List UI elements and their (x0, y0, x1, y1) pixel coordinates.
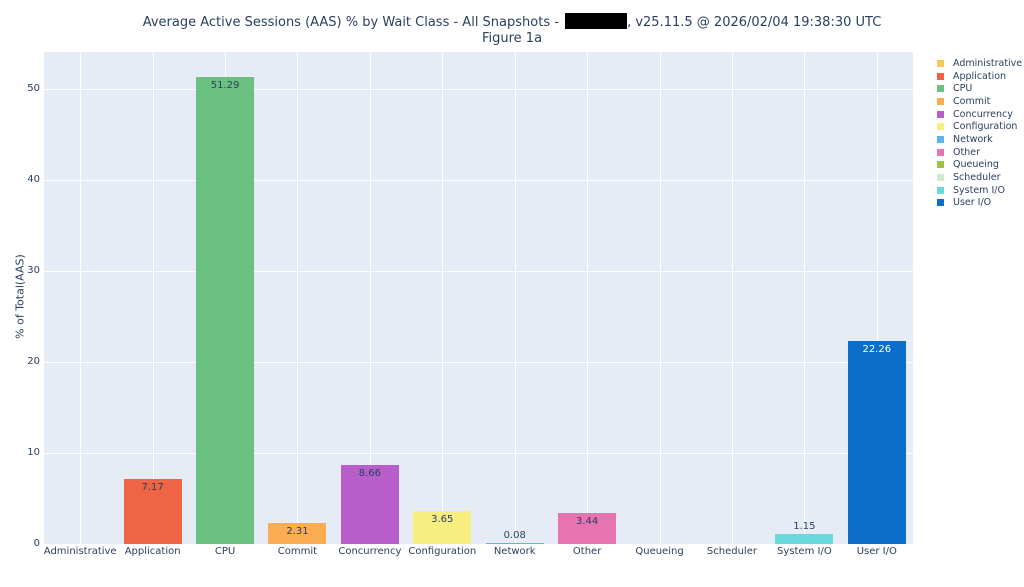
bar-value-label: 7.17 (141, 481, 164, 493)
y-tick-label: 50 (27, 83, 40, 94)
gridline-vertical (587, 52, 589, 544)
legend-item[interactable]: Configuration (937, 120, 1022, 133)
legend-item[interactable]: CPU (937, 82, 1022, 95)
x-tick-label: Application (124, 546, 181, 557)
gridline-vertical (514, 52, 516, 544)
x-tick-label: Configuration (408, 546, 477, 557)
chart-title: Average Active Sessions (AAS) % by Wait … (0, 13, 1024, 31)
gridline-vertical (369, 52, 371, 544)
legend-label: Concurrency (953, 108, 1013, 120)
y-axis-label: % of Total(AAS) (13, 254, 27, 339)
y-tick-label: 20 (27, 356, 40, 367)
x-tick-label: CPU (214, 546, 236, 557)
legend-item[interactable]: Scheduler (937, 171, 1022, 184)
bar-cpu[interactable]: 51.29 (196, 77, 254, 544)
x-tick-label: Administrative (43, 546, 117, 557)
legend-label: Other (953, 146, 980, 158)
legend-swatch-icon (937, 123, 944, 131)
gridline-horizontal (44, 271, 913, 272)
gridline-horizontal (44, 362, 913, 363)
legend-swatch-icon (937, 174, 944, 182)
legend-label: Scheduler (953, 172, 1001, 184)
legend-label: User I/O (953, 197, 992, 209)
plot-area: 7.17 51.29 2.31 8.66 3.65 0.08 3.44 1.15 22.26 (44, 52, 913, 544)
legend-label: Commit (953, 95, 991, 107)
x-tick-label: Other (572, 546, 602, 557)
gridline-vertical (442, 52, 444, 544)
x-tick-label: Scheduler (706, 546, 757, 557)
legend-label: Queueing (953, 159, 999, 171)
y-tick-label: 30 (27, 265, 40, 276)
legend-swatch-icon (937, 199, 944, 207)
bar-system-i-o[interactable]: 1.15 (775, 521, 834, 544)
x-tick-label: Concurrency (338, 546, 402, 557)
x-tick-label: Commit (277, 546, 318, 557)
bar-value-label: 1.15 (793, 520, 816, 532)
bar-value-label: 51.29 (210, 80, 240, 92)
legend-swatch-icon (937, 59, 944, 67)
legend-item[interactable]: Network (937, 133, 1022, 146)
legend-item[interactable]: Administrative (937, 57, 1022, 70)
legend-label: Network (953, 133, 993, 145)
bar-value-label: 2.31 (286, 525, 309, 537)
legend-swatch-icon (937, 85, 944, 93)
legend-swatch-icon (937, 135, 944, 143)
gridline-vertical (152, 52, 154, 544)
y-tick-label: 10 (27, 447, 40, 458)
legend-item[interactable]: User I/O (937, 197, 1022, 210)
bar-value-label: 22.26 (862, 344, 892, 356)
legend-item[interactable]: Concurrency (937, 108, 1022, 121)
x-tick-label: Queueing (635, 546, 684, 557)
bar-value-label: 3.65 (431, 513, 454, 525)
legend-item[interactable]: Other (937, 146, 1022, 159)
bar-concurrency[interactable]: 8.66 (340, 465, 399, 544)
legend-label: System I/O (953, 184, 1005, 196)
legend-item[interactable]: Queueing (937, 159, 1022, 172)
y-tick-label: 0 (33, 538, 40, 549)
chart-title-suffix: , v25.11.5 @ 2026/02/04 19:38:30 UTC (627, 15, 882, 30)
gridline-vertical (804, 52, 806, 544)
legend-swatch-icon (937, 148, 944, 156)
legend-label: CPU (953, 83, 973, 95)
legend-swatch-icon (937, 97, 944, 105)
gridline-vertical (80, 52, 82, 544)
legend-swatch-icon (937, 110, 944, 118)
x-tick-label: System I/O (777, 546, 832, 557)
redacted-name-block (565, 13, 628, 29)
bar-user-i-o[interactable]: 22.26 (847, 341, 906, 544)
bar-application[interactable]: 7.17 (123, 478, 182, 544)
gridline-horizontal (44, 453, 913, 454)
bar-value-label: 3.44 (575, 515, 599, 527)
legend-item[interactable]: Commit (937, 95, 1022, 108)
legend: Administrative Application CPU Commit Concur… (937, 57, 1022, 209)
gridline-horizontal (44, 89, 913, 90)
bar-network[interactable]: 0.08 (485, 530, 544, 544)
legend-item[interactable]: System I/O (937, 184, 1022, 197)
legend-label: Application (953, 70, 1007, 82)
bar-value-label: 0.08 (503, 530, 526, 542)
x-tick-label: User I/O (856, 546, 897, 557)
gridline-vertical (297, 52, 299, 544)
chart-title-prefix: Average Active Sessions (AAS) % by Wait … (142, 15, 559, 30)
bar-configuration[interactable]: 3.65 (413, 510, 472, 544)
legend-label: Administrative (953, 57, 1023, 69)
legend-swatch-icon (937, 72, 944, 80)
legend-item[interactable]: Application (937, 70, 1022, 83)
legend-label: Configuration (953, 121, 1018, 133)
legend-swatch-icon (937, 186, 944, 194)
gridline-vertical (876, 52, 878, 544)
legend-swatch-icon (937, 161, 944, 169)
x-tick-label: Network (493, 546, 536, 557)
bar-commit[interactable]: 2.31 (268, 522, 327, 544)
gridline-vertical (659, 52, 661, 544)
bar-other[interactable]: 3.44 (558, 512, 617, 544)
bar-value-label: 8.66 (358, 468, 381, 480)
y-tick-label: 40 (27, 174, 40, 185)
gridline-vertical (731, 52, 733, 544)
chart-subtitle: Figure 1a (481, 31, 543, 46)
gridline-horizontal (44, 180, 913, 181)
